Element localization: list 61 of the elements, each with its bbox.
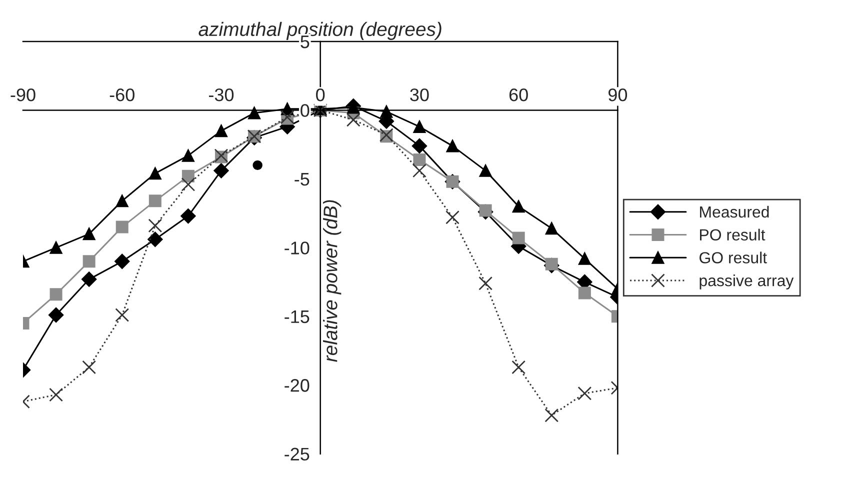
point	[578, 286, 591, 300]
x-tick-label: 90	[608, 88, 628, 102]
point	[182, 149, 194, 162]
point	[82, 360, 96, 374]
point	[82, 272, 97, 287]
point	[181, 177, 196, 192]
y-tick-label: 0	[300, 104, 310, 117]
x-tick-label: -90	[10, 88, 36, 102]
point	[578, 252, 591, 265]
point	[115, 308, 130, 322]
point	[412, 164, 426, 178]
x-tick-label: 0	[316, 88, 325, 102]
point	[413, 153, 426, 166]
y-tick-label: -10	[284, 242, 310, 254]
point	[252, 160, 262, 170]
legend-label: Measured	[700, 206, 769, 218]
x-tick-label: -60	[110, 88, 134, 102]
legend-label: GO result	[700, 252, 767, 264]
point	[116, 220, 128, 234]
point	[148, 167, 162, 180]
point	[446, 140, 459, 152]
point	[545, 222, 558, 235]
point	[148, 194, 162, 208]
x-tick-label: 30	[410, 88, 429, 102]
x-tick-label: -30	[208, 88, 234, 102]
point	[479, 204, 492, 217]
point	[346, 112, 360, 127]
point	[148, 218, 162, 233]
point	[578, 386, 592, 400]
legend-label: PO result	[700, 228, 766, 241]
point	[50, 288, 62, 301]
point	[82, 228, 96, 240]
point	[148, 232, 163, 247]
point	[544, 408, 559, 422]
point	[512, 232, 525, 244]
point	[412, 138, 428, 154]
point	[214, 124, 228, 138]
point	[49, 388, 63, 402]
point	[248, 106, 261, 120]
point	[180, 208, 196, 224]
y-tick-label: -25	[284, 448, 310, 461]
point	[114, 254, 130, 269]
y-tick-label: -15	[284, 310, 310, 324]
point	[479, 164, 492, 177]
point	[545, 258, 558, 270]
y-tick-label: -20	[284, 379, 310, 392]
point	[446, 210, 460, 224]
point	[50, 241, 62, 254]
legend-label: passive array	[700, 274, 794, 290]
point	[82, 255, 96, 268]
point	[512, 200, 525, 213]
point	[116, 194, 128, 208]
point	[478, 276, 492, 290]
point	[380, 105, 393, 118]
point	[48, 307, 64, 323]
x-tick-label: 60	[509, 88, 528, 102]
point	[413, 120, 426, 133]
y-tick-label: -5	[294, 173, 310, 186]
point	[214, 163, 229, 178]
y-axis-title: relative power (dB)	[323, 200, 342, 362]
point	[512, 360, 526, 374]
